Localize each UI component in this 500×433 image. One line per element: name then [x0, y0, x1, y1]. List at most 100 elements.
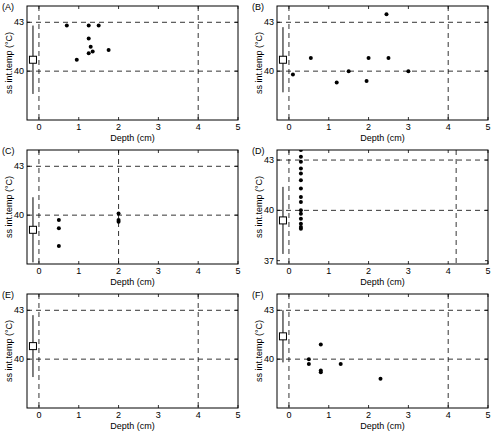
x-tick-label: 4 — [196, 122, 201, 132]
x-axis-label: Depth (cm) — [110, 277, 155, 287]
plot-frame — [27, 150, 238, 264]
x-axis-label: Depth (cm) — [360, 277, 405, 287]
y-tick-label: 40 — [14, 66, 24, 76]
panel: (E)Depth (cm)ss int.temp (°C)0123454043 — [2, 290, 241, 431]
data-point — [299, 160, 303, 164]
x-tick-label: 0 — [286, 122, 291, 132]
x-tick-label: 3 — [156, 122, 161, 132]
data-point — [57, 226, 61, 230]
x-tick-label: 4 — [446, 410, 451, 420]
data-point — [91, 50, 95, 54]
reference-vline — [456, 150, 457, 264]
data-point — [57, 244, 61, 248]
data-point — [299, 166, 303, 170]
data-point — [291, 72, 295, 76]
x-axis-label: Depth (cm) — [360, 133, 405, 143]
data-point — [365, 79, 369, 83]
y-tick-label: 40 — [264, 205, 274, 215]
plot-area — [277, 294, 488, 408]
mean-marker — [29, 56, 36, 63]
plot-area — [277, 6, 488, 120]
reference-vline — [288, 6, 289, 120]
panel: (A)Depth (cm)ss int.temp (°C)0123454043 — [2, 2, 241, 143]
y-tick-label: 37 — [264, 256, 274, 266]
plot-frame — [277, 6, 488, 120]
data-point — [309, 56, 313, 60]
data-point — [117, 220, 121, 224]
x-tick-label: 2 — [116, 410, 121, 420]
mean-marker — [29, 226, 36, 233]
reference-vline — [288, 150, 289, 264]
y-tick-label: 43 — [264, 155, 274, 165]
plot-frame — [27, 294, 238, 408]
data-point — [335, 81, 339, 85]
reference-vline — [38, 6, 39, 120]
reference-hline — [27, 310, 238, 311]
data-point — [65, 24, 69, 28]
figure: (A)Depth (cm)ss int.temp (°C)0123454043(… — [0, 0, 500, 433]
y-axis-label: ss int.temp (°C) — [4, 32, 14, 94]
x-tick-label: 5 — [485, 266, 490, 276]
reference-hline — [27, 22, 238, 23]
y-tick-label: 43 — [264, 305, 274, 315]
y-axis-label: ss int.temp (°C) — [4, 176, 14, 238]
x-tick-label: 2 — [116, 266, 121, 276]
data-point — [379, 377, 383, 381]
x-tick-label: 5 — [485, 410, 490, 420]
mean-marker — [279, 217, 286, 224]
x-tick-label: 0 — [36, 410, 41, 420]
y-axis-label: ss int.temp (°C) — [254, 32, 264, 94]
x-tick-label: 0 — [286, 266, 291, 276]
reference-vline — [448, 6, 449, 120]
reference-hline — [277, 210, 488, 211]
y-tick-label: 40 — [14, 354, 24, 364]
reference-hline — [277, 71, 488, 72]
y-axis-label: ss int.temp (°C) — [254, 176, 264, 238]
mean-marker — [279, 56, 286, 63]
data-point — [299, 200, 303, 204]
data-point — [386, 56, 390, 60]
y-tick-label: 43 — [14, 305, 24, 315]
x-tick-label: 4 — [196, 266, 201, 276]
panel-label: (A) — [2, 2, 14, 12]
reference-hline — [27, 71, 238, 72]
panel-label: (E) — [2, 290, 14, 300]
reference-vline — [38, 150, 39, 264]
x-tick-label: 5 — [235, 266, 240, 276]
x-tick-label: 4 — [446, 122, 451, 132]
reference-vline — [198, 6, 199, 120]
x-tick-label: 5 — [235, 122, 240, 132]
plot-area — [27, 6, 238, 120]
panel: (F)Depth (cm)ss int.temp (°C)0123454043 — [252, 290, 491, 431]
x-tick-label: 3 — [156, 410, 161, 420]
reference-hline — [277, 22, 488, 23]
data-point — [299, 227, 303, 231]
panel-label: (B) — [252, 2, 264, 12]
reference-vline — [448, 294, 449, 408]
data-point — [299, 155, 303, 159]
data-point — [75, 58, 79, 62]
y-tick-label: 43 — [264, 17, 274, 27]
data-point — [299, 217, 303, 221]
data-point — [299, 212, 303, 216]
x-axis-label: Depth (cm) — [110, 133, 155, 143]
panel-label: (F) — [252, 290, 264, 300]
mean-marker — [279, 333, 286, 340]
plot-area — [277, 150, 488, 264]
x-tick-label: 4 — [196, 410, 201, 420]
plot-frame — [277, 150, 488, 264]
data-point — [367, 56, 371, 60]
plot-area — [27, 150, 238, 264]
x-axis-label: Depth (cm) — [360, 421, 405, 431]
y-tick-label: 43 — [14, 17, 24, 27]
mean-marker — [29, 343, 36, 350]
x-axis-label: Depth (cm) — [110, 421, 155, 431]
plot-area — [27, 294, 238, 408]
data-point — [384, 12, 388, 16]
reference-vline — [198, 294, 199, 408]
x-tick-label: 3 — [406, 266, 411, 276]
data-point — [319, 342, 323, 346]
x-tick-label: 5 — [235, 410, 240, 420]
y-axis-label: ss int.temp (°C) — [254, 320, 264, 382]
y-tick-label: 43 — [14, 161, 24, 171]
